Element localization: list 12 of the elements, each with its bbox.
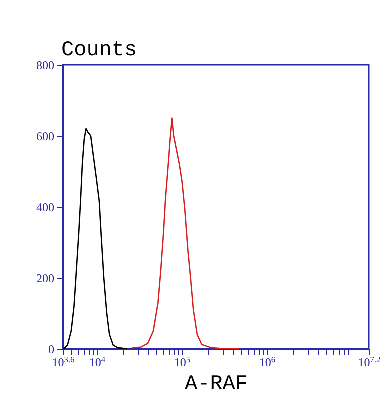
x-tick-label: 10$^{7.2}$ xyxy=(358,355,381,370)
x-tick-label: 10$^{5}$ xyxy=(174,355,191,370)
x-axis-title: A-RAF xyxy=(184,374,248,396)
y-axis-title: Counts xyxy=(62,40,138,62)
x-tick-label: 10$^{6}$ xyxy=(259,355,276,370)
y-tick-label: 0 xyxy=(48,342,54,356)
x-tick-label: 10$^{3.6}$ xyxy=(52,355,75,370)
y-tick-label: 600 xyxy=(36,130,54,144)
y-tick-label: 800 xyxy=(36,58,54,72)
x-tick-label: 10$^{4}$ xyxy=(89,355,106,370)
y-tick-label: 400 xyxy=(36,200,54,214)
y-tick-label: 200 xyxy=(36,272,54,286)
